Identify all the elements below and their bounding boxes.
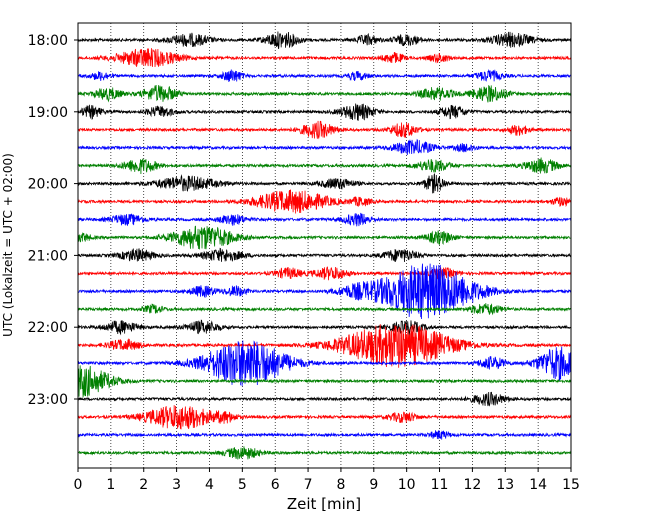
trace-line (77, 430, 572, 440)
trace-line (77, 303, 572, 316)
trace-line (77, 69, 572, 82)
trace-line (77, 365, 572, 398)
trace-line (77, 48, 572, 68)
trace-line (77, 31, 572, 50)
trace-line (77, 446, 572, 460)
x-tick-label: 8 (336, 477, 345, 493)
trace-line (77, 157, 572, 174)
vertical-grid (110, 23, 539, 468)
seismogram-traces (77, 31, 572, 460)
y-axis-ticks: 18:00 19:00 20:00 21:00 22:00 23:00 (28, 33, 78, 408)
trace-line (77, 319, 572, 336)
trace-line (77, 266, 572, 281)
y-tick-label: 21:00 (28, 248, 68, 264)
x-tick-label: 12 (463, 477, 481, 493)
y-tick-label: 20:00 (28, 177, 68, 193)
plot-frame (77, 22, 572, 469)
trace-line (77, 173, 571, 194)
x-tick-label: 2 (139, 477, 148, 493)
y-tick-label: 22:00 (28, 320, 68, 336)
x-tick-label: 4 (205, 477, 214, 493)
x-tick-label: 15 (562, 477, 580, 493)
y-tick-label: 18:00 (28, 33, 68, 49)
x-tick-label: 13 (496, 477, 514, 493)
trace-line (77, 263, 572, 319)
x-tick-label: 11 (431, 477, 449, 493)
x-tick-label: 0 (74, 477, 83, 493)
x-axis-label: Zeit [min] (287, 495, 361, 513)
x-tick-label: 10 (398, 477, 416, 493)
x-tick-label: 5 (238, 477, 247, 493)
trace-line (77, 103, 572, 121)
trace-line (77, 225, 571, 250)
trace-line (77, 323, 572, 368)
trace-line (77, 405, 572, 430)
trace-line (78, 120, 571, 140)
trace-line (77, 340, 572, 387)
x-axis-ticks: 0 1 2 3 4 5 6 7 8 9 10 11 12 13 14 15 (74, 468, 580, 493)
x-tick-label: 3 (172, 477, 181, 493)
y-tick-label: 19:00 (28, 105, 68, 121)
y-tick-label: 23:00 (28, 392, 68, 408)
x-tick-label: 14 (529, 477, 547, 493)
trace-line (77, 138, 572, 155)
trace-line (77, 212, 572, 227)
y-axis-label: UTC (Lokalzeit = UTC + 02:00) (1, 153, 15, 337)
x-tick-label: 1 (106, 477, 115, 493)
trace-line (77, 189, 572, 214)
x-tick-label: 7 (304, 477, 313, 493)
trace-line (77, 247, 572, 262)
x-tick-label: 6 (271, 477, 280, 493)
trace-line (77, 85, 572, 103)
trace-line (77, 391, 572, 407)
x-tick-label: 9 (369, 477, 378, 493)
